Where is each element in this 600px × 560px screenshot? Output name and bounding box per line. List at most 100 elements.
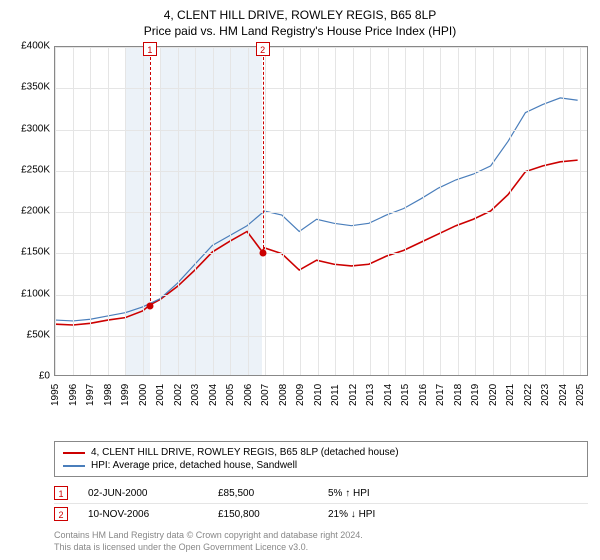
legend-swatch — [63, 465, 85, 467]
table-price-cell: £85,500 — [218, 488, 308, 499]
table-date-cell: 02-JUN-2000 — [88, 488, 198, 499]
xtick-label: 2014 — [383, 384, 394, 406]
legend: 4, CLENT HILL DRIVE, ROWLEY REGIS, B65 8… — [54, 441, 588, 477]
gridline-v — [178, 47, 179, 375]
gridline-v — [90, 47, 91, 375]
xtick-label: 2010 — [313, 384, 324, 406]
xtick-label: 2023 — [540, 384, 551, 406]
table-marker-cell: 1 — [54, 486, 68, 500]
footer-line-2: This data is licensed under the Open Gov… — [54, 542, 588, 554]
gridline-v — [405, 47, 406, 375]
table-marker-cell: 2 — [54, 507, 68, 521]
xtick-label: 2000 — [138, 384, 149, 406]
gridline-v — [335, 47, 336, 375]
xtick-label: 2011 — [330, 384, 341, 406]
gridline-v — [528, 47, 529, 375]
xtick-label: 1997 — [85, 384, 96, 406]
gridline-v — [458, 47, 459, 375]
gridline-v — [248, 47, 249, 375]
gridline-h — [55, 47, 587, 48]
xtick-label: 2021 — [505, 384, 516, 406]
marker-box: 1 — [143, 42, 157, 56]
gridline-v — [370, 47, 371, 375]
xtick-label: 2005 — [225, 384, 236, 406]
gridline-h — [55, 212, 587, 213]
gridline-v — [300, 47, 301, 375]
marker-box: 2 — [256, 42, 270, 56]
xtick-label: 2009 — [295, 384, 306, 406]
gridline-v — [160, 47, 161, 375]
gridline-v — [125, 47, 126, 375]
marker-dot — [259, 249, 266, 256]
footer: Contains HM Land Registry data © Crown c… — [54, 530, 588, 553]
ytick-label: £400K — [10, 41, 50, 52]
xtick-label: 2004 — [208, 384, 219, 406]
xtick-label: 2001 — [155, 384, 166, 406]
gridline-v — [423, 47, 424, 375]
gridline-v — [353, 47, 354, 375]
legend-swatch — [63, 452, 85, 454]
table-row: 1 02-JUN-2000 £85,500 5% ↑ HPI — [54, 483, 588, 504]
xtick-label: 2002 — [173, 384, 184, 406]
ytick-label: £250K — [10, 164, 50, 175]
gridline-v — [230, 47, 231, 375]
xtick-label: 1996 — [68, 384, 79, 406]
xtick-label: 2015 — [400, 384, 411, 406]
gridline-v — [318, 47, 319, 375]
xtick-label: 2018 — [453, 384, 464, 406]
xtick-label: 2007 — [260, 384, 271, 406]
xtick-label: 2024 — [558, 384, 569, 406]
xtick-label: 2016 — [418, 384, 429, 406]
xtick-label: 2022 — [523, 384, 534, 406]
gridline-v — [265, 47, 266, 375]
gridline-h — [55, 130, 587, 131]
xtick-label: 2020 — [488, 384, 499, 406]
plot-area: 12 — [54, 46, 588, 376]
xtick-label: 2003 — [190, 384, 201, 406]
chart-container: 4, CLENT HILL DRIVE, ROWLEY REGIS, B65 8… — [0, 0, 600, 560]
table-row: 210-NOV-2006£150,80021% ↓ HPI — [54, 504, 588, 524]
legend-label: 4, CLENT HILL DRIVE, ROWLEY REGIS, B65 8… — [91, 447, 399, 458]
xtick-label: 1999 — [120, 384, 131, 406]
gridline-v — [388, 47, 389, 375]
gridline-h — [55, 253, 587, 254]
ytick-label: £50K — [10, 329, 50, 340]
ytick-label: £150K — [10, 247, 50, 258]
legend-label: HPI: Average price, detached house, Sand… — [91, 460, 297, 471]
gridline-v — [510, 47, 511, 375]
xtick-label: 1995 — [50, 384, 61, 406]
xtick-label: 2013 — [365, 384, 376, 406]
ytick-label: £0 — [10, 371, 50, 382]
legend-row: 4, CLENT HILL DRIVE, ROWLEY REGIS, B65 8… — [63, 446, 579, 459]
chart-subtitle: Price paid vs. HM Land Registry's House … — [12, 24, 588, 38]
gridline-v — [108, 47, 109, 375]
xtick-label: 2008 — [278, 384, 289, 406]
xtick-label: 2019 — [470, 384, 481, 406]
ytick-label: £350K — [10, 82, 50, 93]
gridline-h — [55, 295, 587, 296]
xtick-label: 2012 — [348, 384, 359, 406]
xtick-label: 2017 — [435, 384, 446, 406]
gridline-v — [143, 47, 144, 375]
gridline-v — [195, 47, 196, 375]
marker-line — [263, 57, 264, 253]
gridline-v — [563, 47, 564, 375]
gridline-v — [213, 47, 214, 375]
gridline-v — [545, 47, 546, 375]
table-price-cell: £150,800 — [218, 509, 308, 520]
table-date-cell: 10-NOV-2006 — [88, 509, 198, 520]
chart-title: 4, CLENT HILL DRIVE, ROWLEY REGIS, B65 8… — [12, 8, 588, 22]
sales-table: 1 02-JUN-2000 £85,500 5% ↑ HPI 2 10-NOV-2006 £… — [54, 483, 588, 524]
gridline-v — [55, 47, 56, 375]
marker-line — [150, 57, 151, 306]
chart-wrapper: 12 £0£50K£100K£150K£200K£250K£300K£350K£… — [12, 46, 588, 401]
marker-dot — [146, 303, 153, 310]
gridline-h — [55, 88, 587, 89]
table-delta-cell: 5% ↑ HPI — [328, 488, 418, 499]
gridline-v — [283, 47, 284, 375]
gridline-v — [580, 47, 581, 375]
ytick-label: £100K — [10, 288, 50, 299]
line-series-svg — [55, 47, 587, 375]
gridline-h — [55, 336, 587, 337]
legend-row: HPI: Average price, detached house, Sand… — [63, 459, 579, 472]
